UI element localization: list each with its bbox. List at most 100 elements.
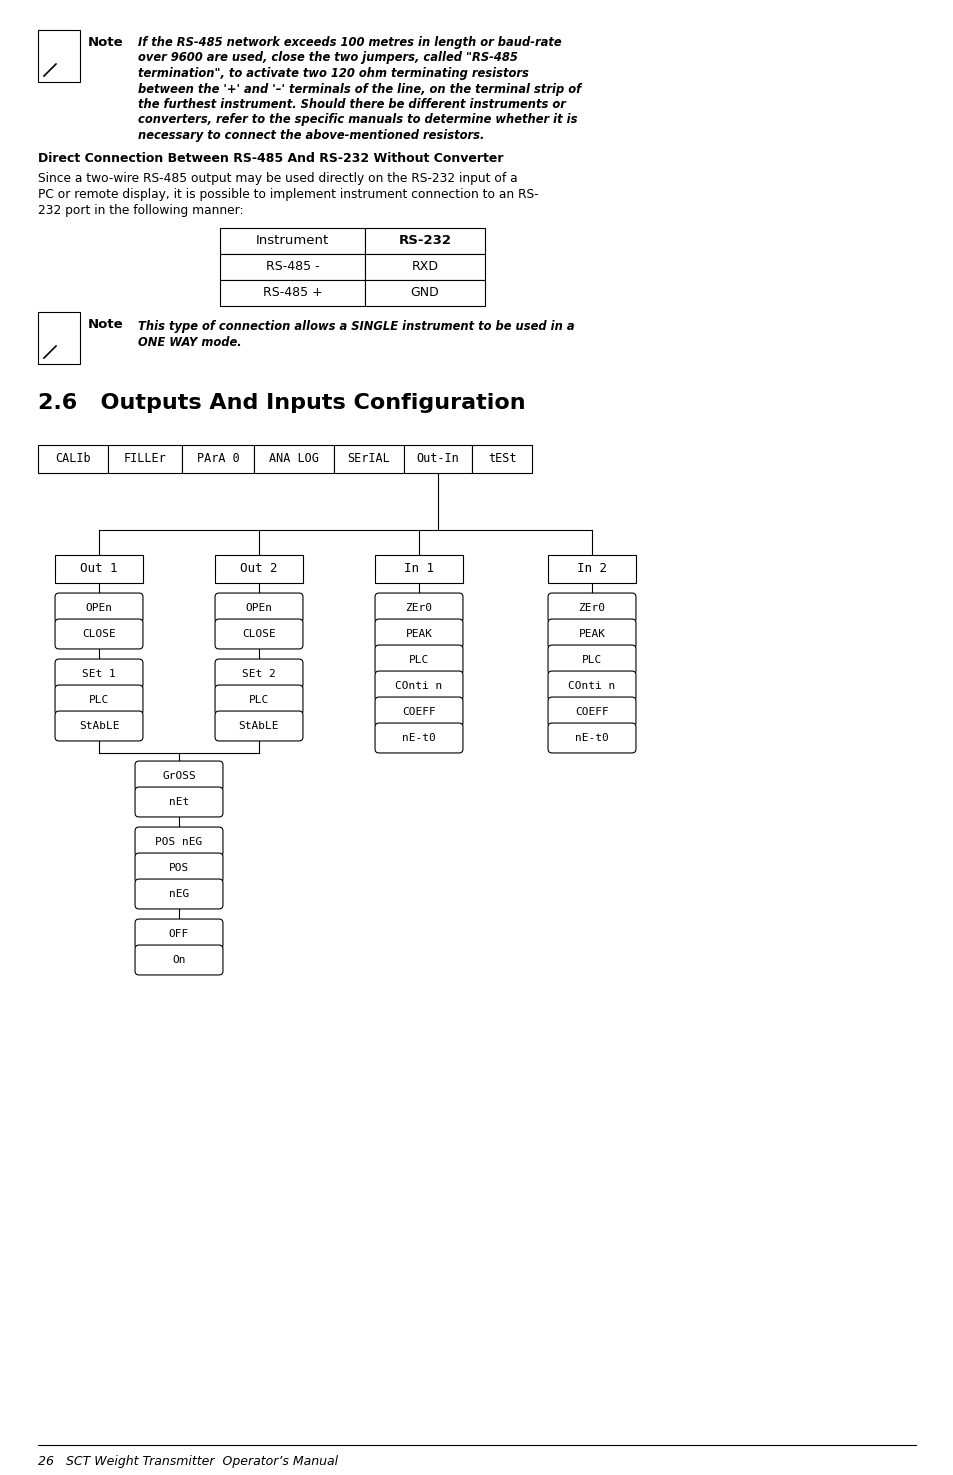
FancyBboxPatch shape bbox=[220, 280, 365, 305]
Text: COEFF: COEFF bbox=[402, 707, 436, 717]
FancyBboxPatch shape bbox=[472, 445, 532, 473]
Text: In 1: In 1 bbox=[403, 562, 434, 575]
Text: CLOSE: CLOSE bbox=[242, 628, 275, 639]
Text: On: On bbox=[172, 954, 186, 965]
Text: COEFF: COEFF bbox=[575, 707, 608, 717]
FancyBboxPatch shape bbox=[547, 555, 636, 583]
Text: StAbLE: StAbLE bbox=[238, 721, 279, 732]
FancyBboxPatch shape bbox=[375, 620, 462, 649]
Text: the furthest instrument. Should there be different instruments or: the furthest instrument. Should there be… bbox=[138, 97, 565, 111]
FancyBboxPatch shape bbox=[375, 555, 462, 583]
Text: RS-232: RS-232 bbox=[398, 235, 451, 248]
FancyBboxPatch shape bbox=[547, 593, 636, 622]
FancyBboxPatch shape bbox=[55, 711, 143, 740]
Text: SErIAL: SErIAL bbox=[347, 453, 390, 466]
FancyBboxPatch shape bbox=[38, 445, 108, 473]
Text: OPEn: OPEn bbox=[86, 603, 112, 614]
Text: termination", to activate two 120 ohm terminating resistors: termination", to activate two 120 ohm te… bbox=[138, 66, 528, 80]
FancyBboxPatch shape bbox=[547, 645, 636, 676]
Text: SEt 2: SEt 2 bbox=[242, 670, 275, 678]
FancyBboxPatch shape bbox=[403, 445, 472, 473]
FancyBboxPatch shape bbox=[375, 593, 462, 622]
Text: necessary to connect the above-mentioned resistors.: necessary to connect the above-mentioned… bbox=[138, 128, 484, 142]
Text: Out 2: Out 2 bbox=[240, 562, 277, 575]
Text: CALIb: CALIb bbox=[55, 453, 91, 466]
FancyBboxPatch shape bbox=[214, 659, 303, 689]
FancyBboxPatch shape bbox=[55, 555, 143, 583]
FancyBboxPatch shape bbox=[547, 698, 636, 727]
FancyBboxPatch shape bbox=[135, 827, 223, 857]
FancyBboxPatch shape bbox=[135, 853, 223, 884]
FancyBboxPatch shape bbox=[214, 684, 303, 715]
Text: nE-t0: nE-t0 bbox=[575, 733, 608, 743]
FancyBboxPatch shape bbox=[55, 593, 143, 622]
FancyBboxPatch shape bbox=[135, 788, 223, 817]
Text: GND: GND bbox=[410, 286, 439, 299]
FancyBboxPatch shape bbox=[214, 555, 303, 583]
Text: PLC: PLC bbox=[89, 695, 109, 705]
Text: Instrument: Instrument bbox=[255, 235, 329, 248]
FancyBboxPatch shape bbox=[375, 645, 462, 676]
Text: POS: POS bbox=[169, 863, 189, 873]
FancyBboxPatch shape bbox=[135, 879, 223, 909]
Text: FILLEr: FILLEr bbox=[124, 453, 166, 466]
FancyBboxPatch shape bbox=[38, 313, 80, 364]
FancyBboxPatch shape bbox=[375, 723, 462, 752]
Text: 26   SCT Weight Transmitter  Operator’s Manual: 26 SCT Weight Transmitter Operator’s Man… bbox=[38, 1454, 337, 1468]
FancyBboxPatch shape bbox=[365, 254, 484, 280]
FancyBboxPatch shape bbox=[55, 620, 143, 649]
Text: nEt: nEt bbox=[169, 796, 189, 807]
Text: OFF: OFF bbox=[169, 929, 189, 940]
Text: CLOSE: CLOSE bbox=[82, 628, 115, 639]
FancyBboxPatch shape bbox=[55, 659, 143, 689]
FancyBboxPatch shape bbox=[365, 229, 484, 254]
FancyBboxPatch shape bbox=[220, 254, 365, 280]
FancyBboxPatch shape bbox=[365, 280, 484, 305]
Text: Note: Note bbox=[88, 317, 124, 330]
FancyBboxPatch shape bbox=[547, 671, 636, 701]
Text: ONE WAY mode.: ONE WAY mode. bbox=[138, 336, 241, 350]
Text: Out 1: Out 1 bbox=[80, 562, 117, 575]
FancyBboxPatch shape bbox=[108, 445, 182, 473]
Text: If the RS-485 network exceeds 100 metres in length or baud-rate: If the RS-485 network exceeds 100 metres… bbox=[138, 35, 561, 49]
FancyBboxPatch shape bbox=[135, 761, 223, 791]
FancyBboxPatch shape bbox=[182, 445, 253, 473]
FancyBboxPatch shape bbox=[220, 229, 365, 254]
FancyBboxPatch shape bbox=[547, 723, 636, 752]
Text: StAbLE: StAbLE bbox=[79, 721, 119, 732]
Text: PArA 0: PArA 0 bbox=[196, 453, 239, 466]
Text: POS nEG: POS nEG bbox=[155, 836, 202, 847]
Text: Note: Note bbox=[88, 35, 124, 49]
Text: COnti n: COnti n bbox=[395, 681, 442, 690]
Text: nEG: nEG bbox=[169, 889, 189, 898]
Text: OPEn: OPEn bbox=[245, 603, 273, 614]
Text: This type of connection allows a SINGLE instrument to be used in a: This type of connection allows a SINGLE … bbox=[138, 320, 574, 333]
FancyBboxPatch shape bbox=[214, 711, 303, 740]
Text: In 2: In 2 bbox=[577, 562, 606, 575]
Text: ZEr0: ZEr0 bbox=[578, 603, 605, 614]
Text: RS-485 +: RS-485 + bbox=[262, 286, 322, 299]
Text: SEt 1: SEt 1 bbox=[82, 670, 115, 678]
Text: PEAK: PEAK bbox=[405, 628, 432, 639]
FancyBboxPatch shape bbox=[253, 445, 334, 473]
Text: ANA LOG: ANA LOG bbox=[269, 453, 318, 466]
Text: ZEr0: ZEr0 bbox=[405, 603, 432, 614]
Text: nE-t0: nE-t0 bbox=[402, 733, 436, 743]
Text: RS-485 -: RS-485 - bbox=[265, 261, 319, 273]
Text: PEAK: PEAK bbox=[578, 628, 605, 639]
Text: PC or remote display, it is possible to implement instrument connection to an RS: PC or remote display, it is possible to … bbox=[38, 187, 538, 201]
Text: tESt: tESt bbox=[487, 453, 516, 466]
Text: PLC: PLC bbox=[409, 655, 429, 665]
FancyBboxPatch shape bbox=[135, 919, 223, 948]
Text: 232 port in the following manner:: 232 port in the following manner: bbox=[38, 204, 243, 217]
Text: converters, refer to the specific manuals to determine whether it is: converters, refer to the specific manual… bbox=[138, 114, 577, 127]
Text: PLC: PLC bbox=[249, 695, 269, 705]
FancyBboxPatch shape bbox=[135, 945, 223, 975]
Text: GrOSS: GrOSS bbox=[162, 771, 195, 780]
FancyBboxPatch shape bbox=[38, 30, 80, 83]
Text: Direct Connection Between RS-485 And RS-232 Without Converter: Direct Connection Between RS-485 And RS-… bbox=[38, 152, 503, 165]
FancyBboxPatch shape bbox=[214, 593, 303, 622]
Text: over 9600 are used, close the two jumpers, called "RS-485: over 9600 are used, close the two jumper… bbox=[138, 52, 517, 65]
Text: COnti n: COnti n bbox=[568, 681, 615, 690]
FancyBboxPatch shape bbox=[375, 671, 462, 701]
